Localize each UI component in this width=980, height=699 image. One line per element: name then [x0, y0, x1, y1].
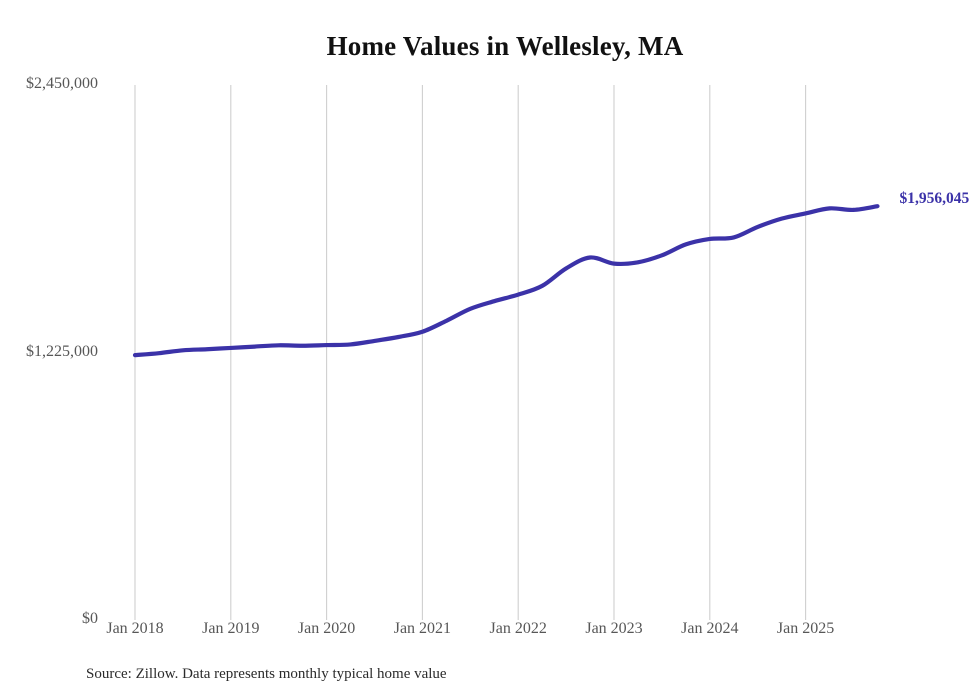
- y-axis-tick-label: $0: [82, 610, 98, 627]
- y-axis-tick-label: $2,450,000: [26, 75, 98, 92]
- x-axis-tick-label: Jan 2019: [202, 620, 260, 637]
- series-line-typical-home-value: [132, 204, 880, 358]
- x-axis-tick-label: Jan 2022: [489, 620, 547, 637]
- x-axis-tick-label: Jan 2024: [681, 620, 739, 637]
- chart-title: Home Values in Wellesley, MA: [326, 31, 684, 61]
- y-axis-tick-label: $1,225,000: [26, 342, 98, 360]
- x-axis-tick-label: Jan 2021: [393, 620, 452, 637]
- x-axis-tick-label: Jan 2020: [297, 620, 356, 637]
- source-note: Source: Zillow. Data represents monthly …: [86, 666, 447, 682]
- x-axis-tick-label: Jan 2025: [776, 620, 835, 637]
- x-axis-tick-label: Jan 2023: [585, 620, 643, 637]
- x-axis-tick-label: Jan 2018: [106, 620, 164, 637]
- end-value-annotation: $1,956,045: [899, 190, 970, 208]
